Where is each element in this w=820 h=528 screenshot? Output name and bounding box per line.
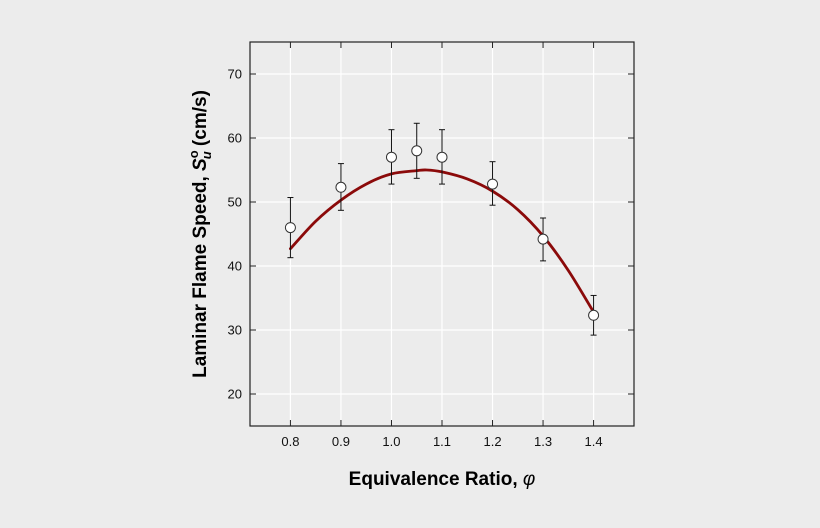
data-point-group <box>537 217 549 262</box>
y-tick-label: 60 <box>228 131 242 146</box>
y-tick-label: 70 <box>228 67 242 82</box>
data-point-group <box>436 129 448 185</box>
y-axis-title: Laminar Flame Speed, Sou (cm/s) <box>186 90 214 378</box>
data-point-marker <box>487 178 499 190</box>
fit-curve-layer <box>289 168 595 314</box>
y-tick-label: 20 <box>228 387 242 402</box>
axis-ticks: 0.8 0.9 1.0 1.1 1.2 1.3 1.4 20 30 40 50 60 70 <box>228 42 634 449</box>
data-point-group <box>385 129 397 185</box>
data-point-marker <box>284 222 296 234</box>
data-point-group <box>588 294 600 336</box>
data-point-group <box>487 161 499 206</box>
x-tick-label: 1.2 <box>483 434 501 449</box>
data-point-marker <box>385 151 397 163</box>
y-tick-label: 50 <box>228 195 242 210</box>
x-tick-label: 1.1 <box>433 434 451 449</box>
x-tick-label: 1.0 <box>382 434 400 449</box>
grid-lines <box>250 42 634 426</box>
y-axis-title-superscript: o <box>186 150 201 158</box>
x-tick-label: 0.9 <box>332 434 350 449</box>
y-tick-label: 40 <box>228 259 242 274</box>
x-axis-title-text: Equivalence Ratio, <box>349 469 523 490</box>
y-axis-title-text: Laminar Flame Speed, <box>190 171 211 378</box>
fit-curve-line <box>289 168 595 314</box>
data-point-marker <box>537 233 549 245</box>
data-point-marker <box>436 151 448 163</box>
data-point-marker <box>411 145 423 157</box>
y-axis-title-subscript: u <box>199 151 214 159</box>
data-point-group <box>411 122 423 179</box>
x-axis-title-symbol: φ <box>523 469 535 490</box>
y-tick-label: 30 <box>228 323 242 338</box>
x-tick-label: 0.8 <box>281 434 299 449</box>
x-axis-title: Equivalence Ratio, φ <box>349 469 536 490</box>
data-point-group <box>335 163 347 211</box>
data-point-group <box>284 197 296 259</box>
x-tick-label: 1.4 <box>585 434 603 449</box>
y-axis-title-symbol: S <box>190 158 211 171</box>
data-point-marker <box>335 181 347 193</box>
x-tick-label: 1.3 <box>534 434 552 449</box>
data-point-marker <box>588 309 600 321</box>
data-points-layer <box>284 122 600 336</box>
y-axis-title-units: (cm/s) <box>190 90 211 151</box>
